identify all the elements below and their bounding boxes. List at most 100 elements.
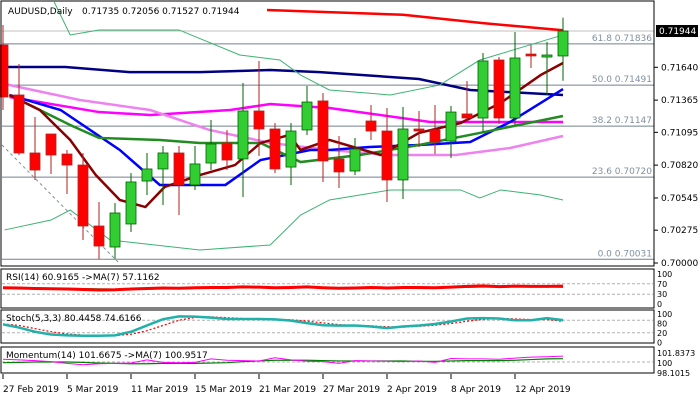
current-price-label: 0.71944 (659, 27, 696, 37)
candle-body (77, 164, 89, 227)
bullish-candle (557, 17, 569, 81)
indicator-level-label: 20 (657, 329, 667, 338)
price-axis: 0.71640 0.71365 0.71095 0.70820 0.70545 0.702… (654, 25, 698, 269)
candle-body (93, 225, 105, 247)
chart-ohlc-readout: 0.71735 0.72056 0.71527 0.71944 (82, 7, 240, 17)
bearish-candle (77, 152, 89, 240)
momentum-series-line (2, 355, 564, 366)
indicator-level-label: 70 (657, 280, 667, 289)
candle-body (541, 54, 553, 58)
bullish-candle (349, 137, 361, 176)
bearish-candle (365, 105, 377, 140)
indicator-title: RSI(14) 60.9165 ->MA(7) 57.1162 (6, 273, 160, 283)
candle-body (557, 30, 569, 57)
bullish-candle (301, 86, 313, 135)
bearish-candle (253, 60, 265, 156)
candle-body (253, 110, 265, 130)
bullish-candle (205, 120, 217, 171)
candle-body (525, 53, 537, 57)
bearish-candle (381, 107, 393, 203)
price-tick-label: 0.70545 (661, 194, 698, 204)
candle-body (13, 94, 25, 154)
bullish-candle (125, 173, 137, 232)
bullish-candle (157, 146, 169, 206)
candle-body (509, 57, 521, 119)
price-tick-label: 0.70000 (661, 259, 698, 269)
candle-body (205, 143, 217, 164)
price-tick-label: 0.71095 (661, 128, 698, 138)
fib-level-label: 50.0 0.71491 (592, 75, 652, 85)
price-tick-label: 0.71365 (661, 96, 698, 106)
candle-body (141, 168, 153, 182)
bullish-candle (109, 202, 121, 259)
momentum-panel: Momentum(14) 101.6675 ->MA(7) 100.9517 10… (0, 346, 695, 378)
candle-body (269, 128, 281, 170)
bearish-candle (461, 81, 473, 122)
time-tick-label: 5 Mar 2019 (67, 385, 119, 395)
indicator-level-label: 101.8373 (657, 349, 695, 358)
time-tick-label: 12 Apr 2019 (515, 385, 571, 395)
candle-body (221, 142, 233, 161)
bearish-candle (93, 202, 105, 259)
time-tick-label: 15 Mar 2019 (195, 385, 252, 395)
time-tick-label: 27 Mar 2019 (323, 385, 380, 395)
rsi-series-line (2, 284, 564, 292)
bullish-candle (237, 83, 249, 198)
candle-body (173, 152, 185, 186)
indicator-title: Momentum(14) 101.6675 ->MA(7) 100.9517 (6, 351, 208, 361)
bearish-candle (429, 105, 441, 155)
candle-body (349, 148, 361, 172)
ma-darkred-line (8, 61, 564, 209)
indicator-level-label: 80 (657, 320, 667, 329)
bullish-candle (141, 152, 153, 195)
candlesticks (0, 17, 569, 259)
bullish-candle (445, 105, 457, 158)
chart-symbol-title: AUDUSD,Daily (8, 7, 73, 17)
bearish-candle (525, 44, 537, 69)
candle-body (45, 133, 57, 156)
candle-body (381, 130, 393, 181)
fib-level-label: 23.6 0.70720 (592, 167, 652, 177)
fib-level-label: 38.2 0.71147 (592, 116, 652, 126)
candle-body (61, 153, 73, 166)
current-price-badge (656, 25, 698, 38)
indicator-level-label: 98.1015 (657, 369, 690, 378)
candle-body (333, 158, 345, 173)
time-axis: 27 Feb 2019 5 Mar 2019 11 Mar 2019 15 Mar 2… (2, 374, 571, 395)
time-tick-label: 27 Feb 2019 (3, 385, 59, 395)
indicator-level-label: 0 (657, 339, 662, 348)
bearish-candle (221, 129, 233, 171)
bearish-candle (45, 133, 57, 174)
fib-level-label: 0.0 0.70031 (598, 249, 652, 259)
indicator-level-label: 100 (657, 359, 672, 368)
bullish-candle (541, 41, 553, 95)
price-tick-label: 0.71640 (661, 63, 698, 73)
bearish-candle (173, 146, 185, 216)
time-tick-label: 11 Mar 2019 (131, 385, 188, 395)
candle-body (189, 163, 201, 186)
bullish-candle (397, 107, 409, 200)
bullish-candle (285, 123, 297, 185)
price-tick-label: 0.70275 (661, 226, 698, 236)
main-series-line (2, 315, 564, 337)
bearish-candle (13, 63, 25, 156)
candle-body (397, 128, 409, 181)
bearish-candle (317, 92, 329, 182)
bearish-candle (0, 25, 9, 111)
bearish-candle (61, 149, 73, 195)
candle-body (157, 152, 169, 170)
candle-body (493, 59, 505, 119)
bearish-candle (413, 110, 425, 148)
candle-body (0, 44, 9, 98)
panel-frame (0, 346, 655, 374)
indicator-level-label: 0 (657, 300, 662, 309)
bollinger-upper-line (53, 1, 564, 96)
bearish-candle (333, 136, 345, 188)
bearish-candle (29, 117, 41, 180)
ma-navy-line (0, 65, 564, 97)
candle-body (237, 110, 249, 160)
candle-body (461, 113, 473, 119)
candle-body (477, 60, 489, 119)
time-tick-label: 2 Apr 2019 (387, 385, 437, 395)
